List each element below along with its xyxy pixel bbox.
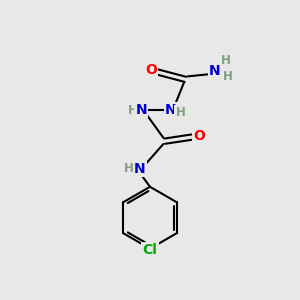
Text: O: O [145, 64, 157, 77]
Text: H: H [124, 162, 134, 175]
Text: Cl: Cl [142, 243, 158, 257]
Text: H: H [221, 54, 231, 67]
Text: N: N [134, 162, 146, 176]
Text: N: N [135, 103, 147, 117]
Text: N: N [209, 64, 220, 78]
Text: H: H [128, 104, 138, 117]
Text: N: N [165, 103, 176, 117]
Text: H: H [223, 70, 232, 83]
Text: H: H [176, 106, 185, 119]
Text: O: O [194, 129, 206, 143]
